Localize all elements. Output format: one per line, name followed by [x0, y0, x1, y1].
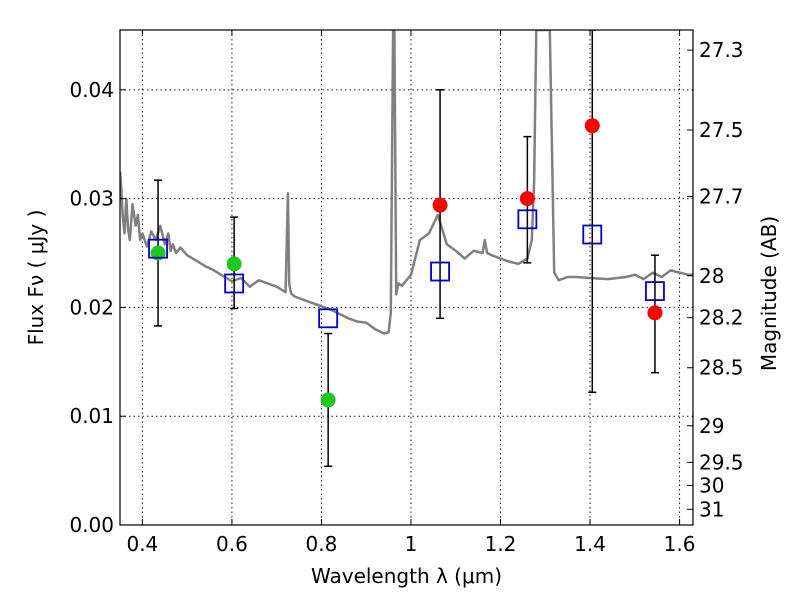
x-tick-labels: 0.4 0.6 0.8 1 1.2 1.4 1.6	[126, 532, 695, 556]
x-tick-label: 1.4	[574, 532, 606, 556]
magnitude-tick-label: 28.5	[699, 356, 744, 380]
red-data-point	[647, 305, 663, 321]
x-tick-label: 1.2	[485, 532, 517, 556]
green-data-point	[320, 392, 336, 408]
x-tick-label: 0.4	[126, 532, 158, 556]
axis-ticks	[120, 30, 693, 526]
magnitude-tick-label: 28.2	[699, 306, 744, 330]
red-data-point	[519, 191, 535, 207]
model-spectrum-line	[120, 30, 693, 335]
green-data-point	[226, 256, 242, 272]
y-axis-label: Flux Fν ( μJy )	[24, 210, 48, 346]
red-data-point	[584, 118, 600, 134]
data-markers	[148, 118, 665, 408]
model-photometry-square	[430, 261, 450, 282]
model-spectrum-layer	[120, 30, 693, 335]
x-tick-label: 0.8	[306, 532, 338, 556]
y-tick-labels: 0.00 0.01 0.02 0.03 0.04	[69, 78, 114, 537]
model-photometry-square	[148, 238, 168, 259]
y-tick-label: 0.03	[69, 187, 114, 211]
magnitude-axis-label: Magnitude (AB)	[757, 216, 781, 371]
x-tick-label: 1	[405, 532, 418, 556]
y-tick-label: 0.04	[69, 78, 114, 102]
magnitude-tick-label: 27.5	[699, 118, 744, 142]
magnitude-tick-label: 29	[699, 414, 724, 438]
magnitude-tick-label: 31	[699, 497, 724, 521]
magnitude-tick-label: 27.7	[699, 184, 744, 208]
plot-frame	[119, 29, 694, 526]
magnitude-tick-label: 28	[699, 264, 724, 288]
y-tick-label: 0.00	[69, 513, 114, 537]
x-tick-label: 1.6	[664, 532, 696, 556]
red-data-point	[432, 197, 448, 213]
model-photometry-square	[517, 209, 538, 230]
model-photometry-square	[318, 308, 339, 329]
model-photometry-square	[224, 273, 245, 294]
x-tick-label: 0.6	[216, 532, 248, 556]
error-bars	[154, 30, 659, 468]
y-tick-label: 0.01	[69, 404, 114, 428]
model-photometry-square	[645, 281, 665, 301]
grid	[120, 30, 693, 526]
y-tick-label: 0.02	[69, 295, 114, 319]
magnitude-tick-label: 30	[699, 474, 724, 498]
magnitude-tick-label: 27.3	[699, 38, 744, 62]
x-axis-label: Wavelength λ (μm)	[311, 564, 502, 588]
magnitude-tick-label: 29.5	[699, 450, 744, 474]
model-photometry-square	[582, 224, 603, 245]
